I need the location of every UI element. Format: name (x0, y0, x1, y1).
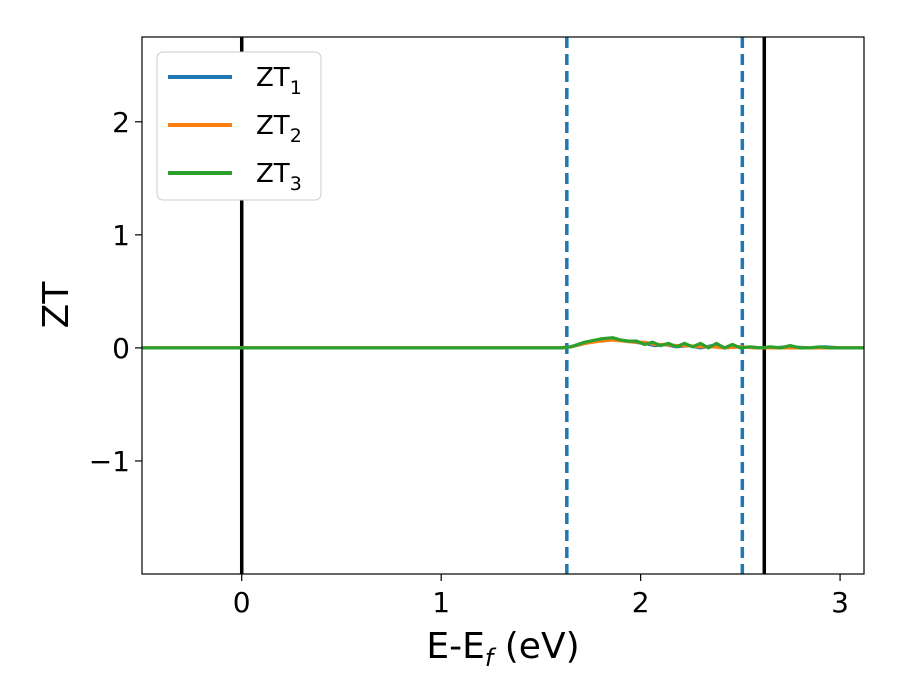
y-tick-label: 0 (112, 332, 130, 365)
legend-label-zt1: ZT1 (256, 63, 302, 99)
legend-box (156, 51, 322, 201)
x-tick-label: 0 (233, 586, 251, 619)
y-tick-label: −1 (89, 445, 130, 478)
legend-label-zt2: ZT2 (256, 111, 302, 147)
x-axis-title: E-Ef (eV) (426, 626, 579, 672)
plot-frame (141, 36, 865, 575)
y-axis-title: ZT (36, 281, 77, 329)
series-line-zt3 (142, 336, 864, 350)
y-tick-label: 1 (112, 219, 130, 252)
y-tick-label: 2 (112, 106, 130, 139)
legend: ZT1 ZT2 ZT3 (156, 51, 322, 201)
x-tick-label: 1 (432, 586, 450, 619)
legend-label-zt3: ZT3 (256, 159, 302, 195)
x-tick-label: 3 (831, 586, 849, 619)
x-tick-label: 2 (632, 586, 650, 619)
